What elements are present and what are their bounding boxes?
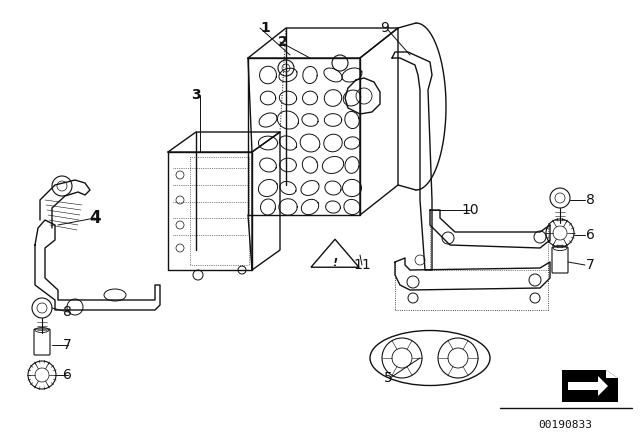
Text: 9: 9	[381, 21, 389, 35]
Text: 6: 6	[586, 228, 595, 242]
Text: 10: 10	[461, 203, 479, 217]
Text: 8: 8	[63, 305, 72, 319]
Text: !: !	[332, 258, 337, 268]
Text: 3: 3	[191, 88, 201, 102]
Text: 00190833: 00190833	[538, 420, 592, 430]
Text: 7: 7	[63, 338, 72, 352]
Text: 4: 4	[89, 209, 101, 227]
Text: 7: 7	[586, 258, 595, 272]
Polygon shape	[606, 370, 618, 378]
Text: 11: 11	[353, 258, 371, 272]
Text: 6: 6	[63, 368, 72, 382]
Text: 1: 1	[260, 21, 270, 35]
Text: 2: 2	[278, 35, 288, 49]
Text: 8: 8	[586, 193, 595, 207]
Polygon shape	[568, 376, 608, 396]
Polygon shape	[562, 370, 618, 402]
Text: 5: 5	[383, 371, 392, 385]
